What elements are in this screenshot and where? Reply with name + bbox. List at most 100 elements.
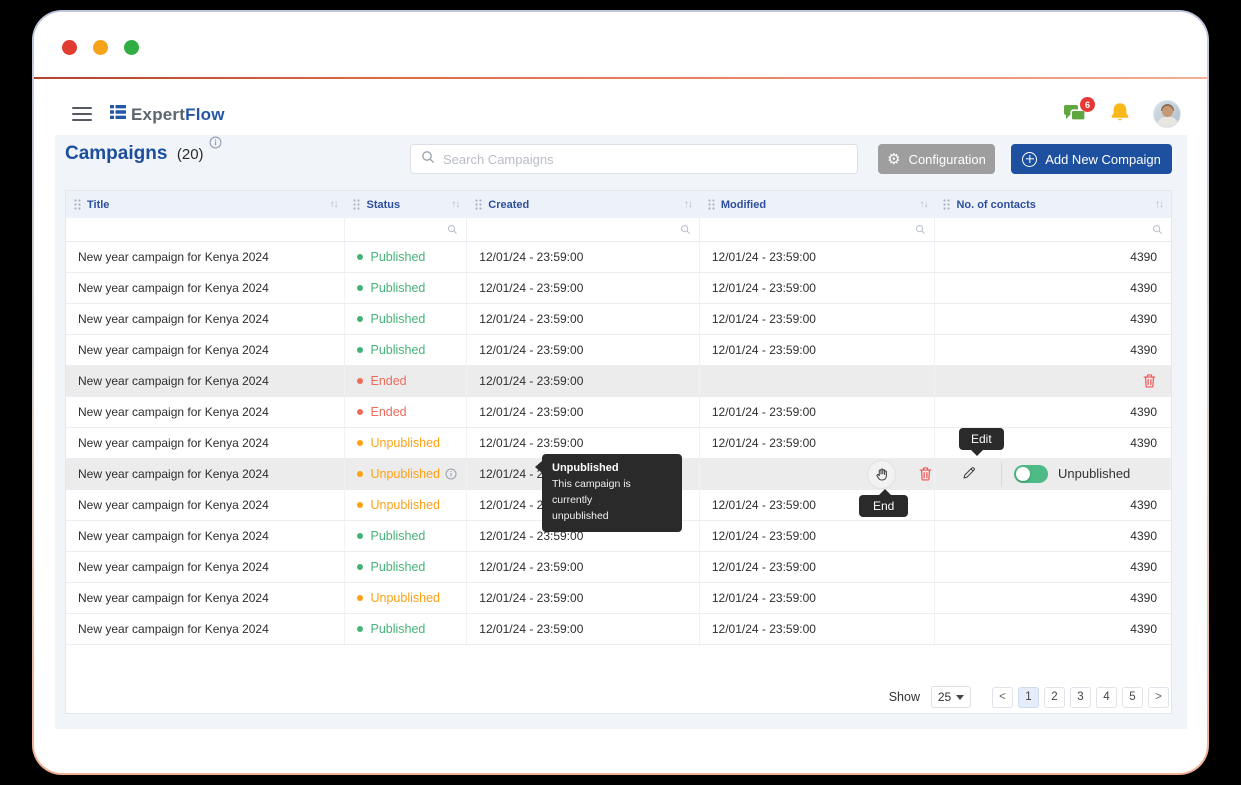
filter-input-no-of-contacts[interactable] — [935, 218, 1171, 241]
cell-created: 12/01/24 - 23:59:00 — [467, 304, 700, 334]
delete-icon[interactable] — [1142, 373, 1157, 389]
cell-created: 12/01/24 - 23:59:00 — [467, 273, 700, 303]
status-tooltip-title: Unpublished — [552, 462, 619, 474]
filter-input-created[interactable] — [467, 218, 700, 241]
filter-input-title[interactable] — [66, 218, 346, 241]
title-info-icon[interactable] — [209, 136, 222, 154]
add-new-campaign-button[interactable]: Add New Compaign — [1011, 144, 1172, 174]
cell-title: New year campaign for Kenya 2024 — [66, 583, 346, 613]
table-row[interactable]: New year campaign for Kenya 2024 Ended 12/… — [66, 397, 1171, 428]
messages-button[interactable]: 6 — [1063, 97, 1095, 125]
status-label: Unpublished — [370, 467, 440, 481]
cell-modified: 12/01/24 - 23:59:00 — [700, 428, 936, 458]
prev-page-button[interactable]: < — [992, 686, 1013, 708]
app-window: ExpertFlow 6 — [34, 12, 1207, 773]
status-info-icon[interactable] — [445, 468, 457, 480]
filter-search-icon — [447, 224, 458, 235]
bell-icon — [1109, 102, 1131, 127]
table-body: New year campaign for Kenya 2024 Publishe… — [66, 242, 1171, 645]
filter-search-icon — [680, 224, 691, 235]
filter-search-icon — [1152, 224, 1163, 235]
table-row[interactable]: New year campaign for Kenya 2024 Publishe… — [66, 614, 1171, 645]
main-content: Campaigns (20) ⚙ Configuration Add New C… — [55, 135, 1187, 729]
edit-campaign-button[interactable] — [961, 466, 976, 481]
publish-toggle[interactable] — [1014, 465, 1048, 483]
page-button-1[interactable]: 1 — [1018, 686, 1039, 708]
sort-icon[interactable]: ↑↓ — [451, 199, 460, 210]
table-row[interactable]: New year campaign for Kenya 2024 Publishe… — [66, 335, 1171, 366]
cell-contacts: 4390 — [1130, 591, 1157, 605]
cell-title: New year campaign for Kenya 2024 — [66, 521, 346, 551]
column-header-title[interactable]: Title ↑↓ — [66, 191, 345, 218]
status-dot — [357, 347, 364, 353]
cell-contacts — [935, 459, 1171, 489]
window-minimize-button[interactable] — [93, 40, 108, 55]
search-input[interactable] — [443, 151, 847, 167]
window-close-button[interactable] — [62, 40, 77, 55]
column-header-status[interactable]: Status ↑↓ — [345, 191, 467, 218]
sort-icon[interactable]: ↑↓ — [919, 199, 928, 210]
cell-modified — [700, 459, 936, 489]
cell-created: 12/01/24 - 23:59:00 — [467, 614, 700, 644]
page-button-3[interactable]: 3 — [1070, 686, 1091, 708]
column-header-modified[interactable]: Modified ↑↓ — [700, 191, 936, 218]
hamburger-menu-icon[interactable] — [72, 107, 92, 121]
filter-input-status[interactable] — [345, 218, 468, 241]
status-dot — [357, 626, 364, 632]
column-header-created[interactable]: Created ↑↓ — [467, 191, 700, 218]
sort-icon[interactable]: ↑↓ — [1155, 199, 1164, 210]
table-row[interactable]: New year campaign for Kenya 2024 Publishe… — [66, 552, 1171, 583]
status-label: Published — [370, 622, 426, 636]
window-titlebar — [34, 12, 1207, 77]
page-button-5[interactable]: 5 — [1122, 686, 1143, 708]
cell-title: New year campaign for Kenya 2024 — [66, 552, 346, 582]
cell-title: New year campaign for Kenya 2024 — [66, 614, 346, 644]
sort-icon[interactable]: ↑↓ — [329, 199, 338, 210]
user-avatar[interactable] — [1153, 100, 1181, 128]
drag-handle-icon — [353, 199, 361, 210]
table-row[interactable]: New year campaign for Kenya 2024 Publishe… — [66, 273, 1171, 304]
brand-logo: ExpertFlow — [110, 104, 225, 125]
page-size-dropdown[interactable]: 25 — [931, 686, 971, 708]
table-row[interactable]: New year campaign for Kenya 2024 Publishe… — [66, 242, 1171, 273]
sort-icon[interactable]: ↑↓ — [683, 199, 693, 210]
drag-handle-icon — [943, 199, 951, 210]
cell-contacts: 4390 — [1130, 622, 1157, 636]
cell-contacts: 4390 — [1130, 436, 1157, 450]
column-label: Title — [87, 198, 110, 211]
cell-status: Unpublished — [345, 583, 468, 613]
toggle-knob — [1016, 467, 1030, 481]
delete-campaign-button[interactable] — [918, 466, 933, 482]
cell-modified: 12/01/24 - 23:59:00 — [700, 614, 936, 644]
next-page-button[interactable]: > — [1148, 686, 1169, 708]
cell-title: New year campaign for Kenya 2024 — [66, 397, 346, 427]
cell-status: Unpublished — [345, 490, 468, 520]
cell-status: Published — [345, 614, 468, 644]
drag-handle-icon — [74, 199, 81, 210]
configuration-button[interactable]: ⚙ Configuration — [878, 144, 995, 174]
status-label: Published — [370, 250, 426, 264]
end-tooltip: End — [859, 489, 909, 517]
status-dot — [357, 502, 364, 508]
cell-created: 12/01/24 - 23:59:00 — [467, 521, 700, 551]
end-campaign-button[interactable] — [868, 461, 895, 488]
column-header-no-of-contacts[interactable]: No. of contacts ↑↓ — [935, 191, 1171, 218]
cell-contacts: 4390 — [1130, 560, 1157, 574]
status-label: Published — [370, 281, 426, 295]
page-button-4[interactable]: 4 — [1096, 686, 1117, 708]
cell-created: 12/01/24 - 23:59:00 — [467, 583, 700, 613]
table-row[interactable]: New year campaign for Kenya 2024 Ended 12/… — [66, 366, 1171, 397]
filter-input-modified[interactable] — [700, 218, 936, 241]
edit-tooltip: Edit — [959, 428, 1004, 456]
notifications-button[interactable] — [1109, 101, 1131, 128]
table-row[interactable]: New year campaign for Kenya 2024 Unpublis… — [66, 583, 1171, 614]
cell-modified: 12/01/24 - 23:59:00 — [700, 552, 936, 582]
cell-contacts: 4390 — [1130, 312, 1157, 326]
brand-name-suffix: Flow — [185, 104, 225, 124]
window-zoom-button[interactable] — [124, 40, 139, 55]
cell-status: Published — [345, 242, 468, 272]
page-button-2[interactable]: 2 — [1044, 686, 1065, 708]
table-row[interactable]: New year campaign for Kenya 2024 Publishe… — [66, 304, 1171, 335]
status-dot — [357, 409, 364, 415]
cell-status: Ended — [345, 397, 468, 427]
